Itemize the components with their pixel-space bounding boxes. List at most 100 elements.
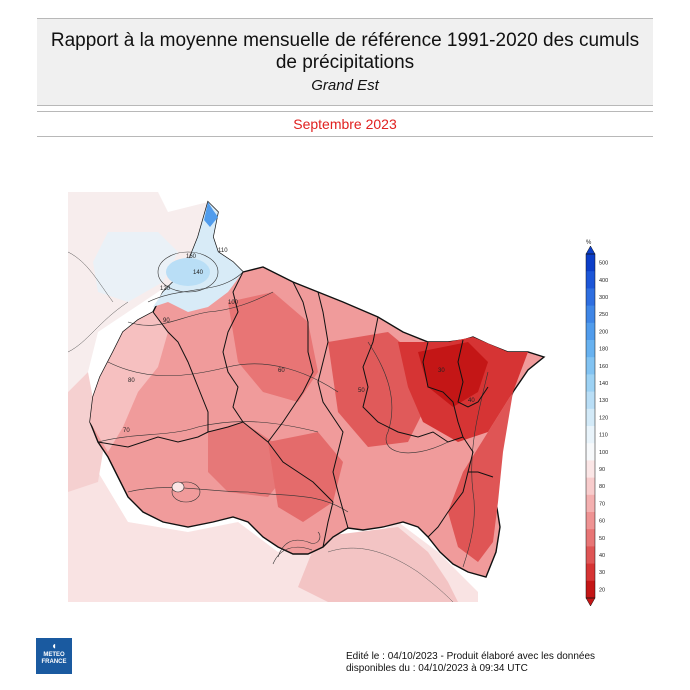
- legend-tick-label: 250: [599, 312, 608, 318]
- contour-line: [157, 251, 219, 293]
- logo-text-line1: METEO: [43, 652, 65, 658]
- map-title-line1: Rapport à la moyenne mensuelle de référe…: [50, 30, 640, 51]
- outside-area-west: [68, 372, 103, 492]
- contour-line: [68, 251, 114, 303]
- pointe-givet-zone: [204, 202, 218, 227]
- contour-label: 120: [160, 286, 171, 292]
- logo-mark-icon: ◖: [50, 641, 58, 652]
- legend-tick-label: 40: [599, 553, 605, 559]
- legend-swatch: [586, 374, 595, 393]
- legend-tick-label: 20: [599, 587, 605, 593]
- precipitation-map: 160 140 120 110 100 90 80 70 60 50 40 30: [68, 192, 546, 602]
- legend-tick-label: 100: [599, 450, 608, 456]
- department-boundary: [222, 271, 244, 423]
- contour-label: 30: [438, 368, 445, 374]
- department-boundary: [152, 311, 269, 443]
- logo-text-line2: FRANCE: [41, 659, 67, 665]
- divider-top: [37, 111, 653, 112]
- department-boundary: [267, 281, 314, 443]
- legend-tick-label: 130: [599, 398, 608, 404]
- legend-tick-label: 90: [599, 467, 605, 473]
- contour-line: [272, 546, 313, 565]
- contour-line: [147, 271, 244, 303]
- legend-swatch: [586, 271, 595, 289]
- meuse-dry-zone: [228, 292, 318, 402]
- legend-arrow-up-icon: [585, 245, 596, 255]
- contour-line: [107, 361, 339, 393]
- legend-tick-label: 120: [599, 415, 608, 421]
- legend-tick-label: 80: [599, 484, 605, 490]
- legend-tick-label: 110: [599, 433, 608, 439]
- contour-label: 100: [228, 300, 239, 306]
- legend-tick-label: 160: [599, 364, 608, 370]
- legend-tick-label: 30: [599, 570, 605, 576]
- contour-line: [171, 481, 201, 503]
- legend-frame: [585, 253, 596, 599]
- contour-label: 160: [186, 254, 197, 260]
- contour-label: 60: [278, 368, 285, 374]
- legend-swatch: [586, 460, 595, 479]
- legend-tick-label: 60: [599, 519, 605, 525]
- legend-tick-label: 300: [599, 295, 608, 301]
- champagne-west-zone: [90, 312, 168, 452]
- ardennes-max-zone: [166, 258, 210, 286]
- legend-swatch: [586, 494, 595, 513]
- aube-dry-zone: [208, 422, 288, 497]
- legend-swatch: [586, 340, 595, 358]
- legend-swatch: [586, 477, 595, 496]
- footer-note: Edité le : 04/10/2023 - Produit élaboré …: [346, 651, 595, 675]
- contour-label: 90: [163, 318, 170, 324]
- contour-line: [367, 341, 449, 454]
- legend-tick-label: 140: [599, 381, 608, 387]
- department-boundary: [427, 436, 474, 538]
- alsace-south-zone: [448, 392, 513, 562]
- department-boundary: [322, 501, 334, 548]
- legend-swatch: [586, 391, 595, 410]
- department-boundary: [468, 471, 494, 478]
- contour-label: 140: [193, 270, 204, 276]
- legend-tick-label: 200: [599, 329, 608, 335]
- legend-swatch: [586, 563, 595, 582]
- legend-tick-label: 500: [599, 261, 608, 267]
- contour-line: [327, 547, 454, 602]
- legend-arrow-down-icon: [585, 597, 596, 607]
- legend-swatch: [586, 546, 595, 565]
- data-availability-line: disponibles du : 04/10/2023 à 09:34 UTC: [346, 663, 528, 674]
- legend-tick-label: 180: [599, 347, 608, 353]
- legend-swatch: [586, 426, 595, 444]
- legend-swatch: [586, 305, 595, 324]
- contour-line: [171, 481, 185, 493]
- region-subtitle: Grand Est: [311, 77, 379, 94]
- department-boundary: [267, 441, 334, 503]
- legend-swatch: [586, 529, 595, 547]
- contour-line: [277, 531, 321, 558]
- legend-swatch: [586, 357, 595, 375]
- legend-swatch: [586, 443, 595, 461]
- legend-tick-label: 70: [599, 501, 605, 507]
- period-label: Septembre 2023: [293, 116, 397, 132]
- alsace-driest-zone: [418, 342, 488, 407]
- legend-swatch: [586, 254, 595, 272]
- outside-area-belgium: [93, 232, 178, 302]
- divider-bottom: [37, 136, 653, 137]
- title-box: Rapport à la moyenne mensuelle de référe…: [37, 18, 653, 106]
- department-boundary: [422, 341, 464, 438]
- department-boundary: [362, 316, 464, 443]
- contour-label: 110: [218, 248, 228, 254]
- contour-line: [97, 421, 319, 443]
- contour-line: [68, 301, 129, 353]
- contour-label: 40: [468, 398, 475, 404]
- legend-tick-label: 400: [599, 278, 608, 284]
- map-title-line2: de précipitations: [275, 52, 415, 73]
- contour-line: [462, 371, 489, 568]
- edit-date-line: Edité le : 04/10/2023 - Produit élaboré …: [346, 651, 596, 662]
- ardennes-wet-zone: [153, 202, 243, 312]
- legend-tick-label: 50: [599, 536, 605, 542]
- contour-line: [127, 291, 274, 326]
- department-boundary: [97, 431, 209, 448]
- contour-line: [127, 487, 349, 513]
- legend-swatch: [586, 512, 595, 530]
- contour-label: 50: [358, 388, 365, 394]
- legend-swatch: [586, 408, 595, 427]
- color-scale-legend: % 500 400 300 250 200 180 160 140 130 120 110 100 90…: [585, 240, 608, 607]
